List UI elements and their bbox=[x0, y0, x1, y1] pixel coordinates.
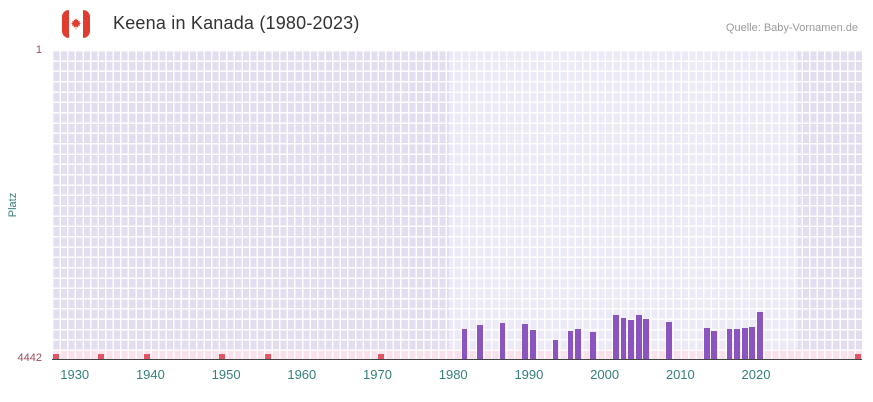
bar-2014 bbox=[711, 330, 718, 359]
y-axis-title: Platz bbox=[7, 192, 19, 218]
bar-2020 bbox=[756, 312, 763, 359]
x-tick-2000: 2000 bbox=[590, 367, 620, 382]
bar-2018 bbox=[741, 328, 748, 359]
bar-2001 bbox=[613, 315, 619, 359]
x-tick-1960: 1960 bbox=[287, 367, 317, 382]
unranked-mark-1970 bbox=[378, 354, 385, 359]
bar-2017 bbox=[734, 328, 740, 359]
bar-2002 bbox=[620, 318, 627, 359]
y-tick-top: 1 bbox=[35, 44, 42, 56]
x-tick-2010: 2010 bbox=[665, 367, 695, 382]
flag-left-band bbox=[62, 10, 69, 38]
grid-lines bbox=[52, 50, 862, 359]
bar-1993 bbox=[552, 340, 559, 359]
bar-1996 bbox=[575, 328, 582, 359]
canada-flag-icon bbox=[62, 10, 90, 38]
x-tick-1930: 1930 bbox=[60, 367, 90, 382]
bar-2016 bbox=[726, 329, 733, 359]
bar-2004 bbox=[635, 315, 642, 359]
bar-2003 bbox=[628, 320, 635, 359]
y-tick-bottom: 4442 bbox=[17, 352, 42, 364]
bar-1981 bbox=[461, 328, 468, 359]
unranked-mark-1949 bbox=[219, 354, 226, 359]
bar-2008 bbox=[666, 322, 672, 359]
flag-center bbox=[69, 10, 83, 38]
unranked-mark-2033 bbox=[855, 354, 862, 359]
bar-1986 bbox=[499, 323, 506, 359]
bar-1998 bbox=[590, 332, 597, 359]
flag-right-band bbox=[83, 10, 90, 38]
x-tick-1950: 1950 bbox=[211, 367, 241, 382]
bar-2013 bbox=[703, 328, 710, 359]
x-tick-1980: 1980 bbox=[438, 367, 468, 382]
page-title: Keena in Kanada (1980-2023) bbox=[113, 13, 360, 33]
unranked-mark-1939 bbox=[143, 354, 150, 359]
unranked-mark-1955 bbox=[264, 354, 271, 359]
source-attribution: Quelle: Baby-Vornamen.de bbox=[725, 22, 858, 34]
x-tick-1970: 1970 bbox=[363, 367, 392, 382]
bar-2019 bbox=[749, 327, 756, 359]
maple-leaf-icon bbox=[71, 18, 81, 30]
bar-1990 bbox=[529, 329, 536, 359]
unranked-mark-1933 bbox=[98, 354, 105, 359]
bar-1989 bbox=[522, 323, 529, 359]
plot-area bbox=[52, 50, 862, 360]
x-axis-ticks: 1930 1940 1950 1960 1970 1980 1990 2000 2010 2020 bbox=[52, 367, 862, 385]
x-tick-1990: 1990 bbox=[514, 367, 544, 382]
x-tick-1940: 1940 bbox=[135, 367, 165, 382]
bar-1995 bbox=[567, 330, 574, 359]
bar-1983 bbox=[476, 325, 483, 359]
unranked-mark-1927 bbox=[52, 354, 59, 359]
x-tick-2020: 2020 bbox=[741, 367, 771, 382]
bar-2005 bbox=[643, 319, 650, 359]
